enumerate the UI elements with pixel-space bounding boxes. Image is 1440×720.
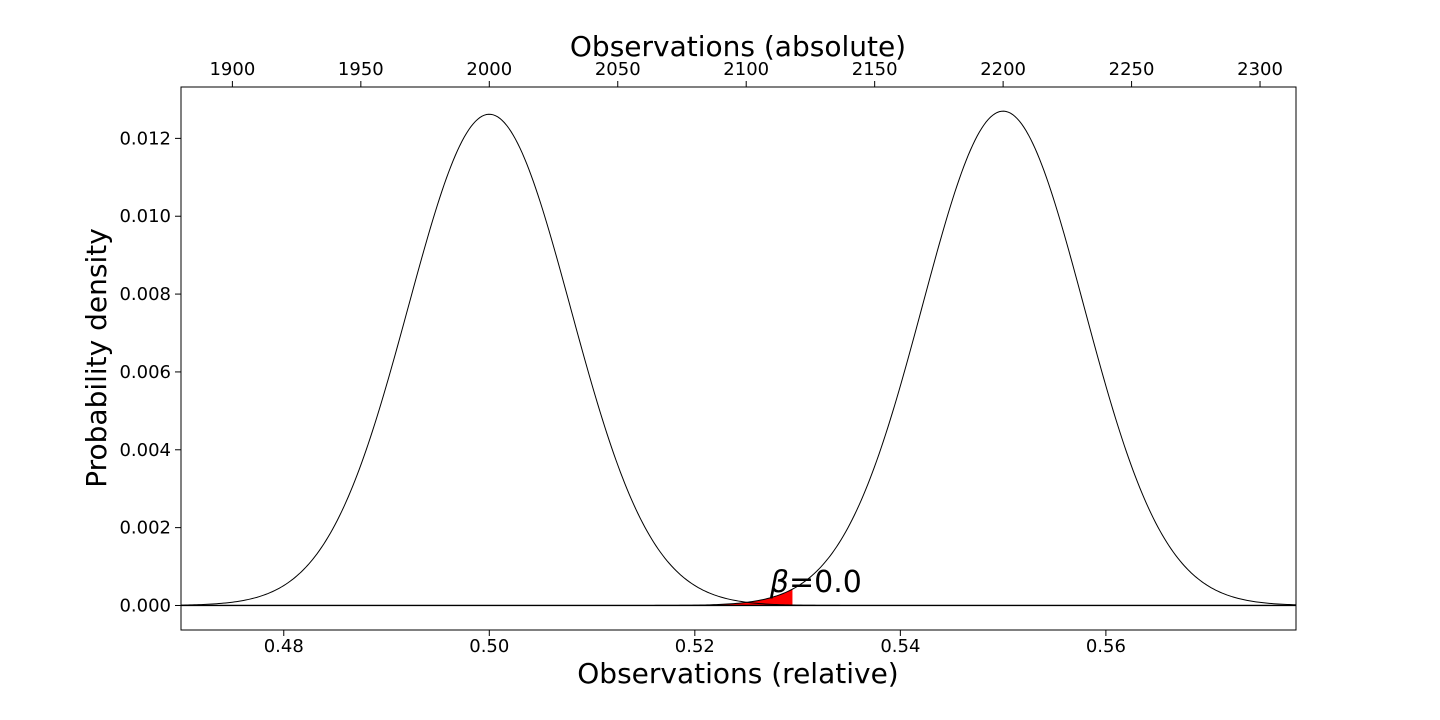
x-axis-title-top: Observations (absolute) [570, 30, 906, 63]
top-tick-label: 2050 [595, 59, 641, 80]
top-tick-label: 1900 [209, 59, 255, 80]
y-axis-title: Probability density [80, 228, 113, 488]
shaded-region [717, 589, 793, 606]
x-tick-label: 0.48 [264, 636, 304, 657]
bottom-axis-ticks: 0.48 0.50 0.52 0.54 0.56 [264, 630, 1126, 657]
y-axis-ticks: 0.000 0.002 0.004 0.006 0.008 0.010 0.012 [119, 128, 181, 616]
y-tick-label: 0.000 [119, 595, 171, 616]
top-tick-label: 2250 [1109, 59, 1155, 80]
y-tick-label: 0.002 [119, 518, 171, 539]
y-tick-label: 0.012 [119, 128, 171, 149]
top-tick-label: 1950 [338, 59, 384, 80]
x-tick-label: 0.56 [1086, 636, 1126, 657]
beta-symbol: β [769, 565, 789, 600]
x-axis-title-bottom: Observations (relative) [577, 657, 898, 690]
y-tick-label: 0.006 [119, 362, 171, 383]
y-tick-label: 0.010 [119, 206, 171, 227]
top-tick-label: 2100 [723, 59, 769, 80]
top-tick-label: 2300 [1237, 59, 1283, 80]
y-tick-label: 0.004 [119, 440, 171, 461]
top-tick-label: 2200 [980, 59, 1026, 80]
x-tick-label: 0.52 [675, 636, 715, 657]
beta-value: =0.0 [789, 565, 862, 600]
x-tick-label: 0.50 [469, 636, 509, 657]
x-tick-label: 0.54 [880, 636, 920, 657]
beta-annotation: β=0.0 [769, 565, 862, 600]
top-tick-label: 2150 [852, 59, 898, 80]
top-tick-label: 2000 [466, 59, 512, 80]
plot-frame [180, 86, 1297, 631]
y-tick-label: 0.008 [119, 284, 171, 305]
top-axis-ticks: 1900 1950 2000 2050 2100 2150 2200 2250 2300 [209, 59, 1283, 87]
shaded-region-layer [717, 589, 793, 606]
